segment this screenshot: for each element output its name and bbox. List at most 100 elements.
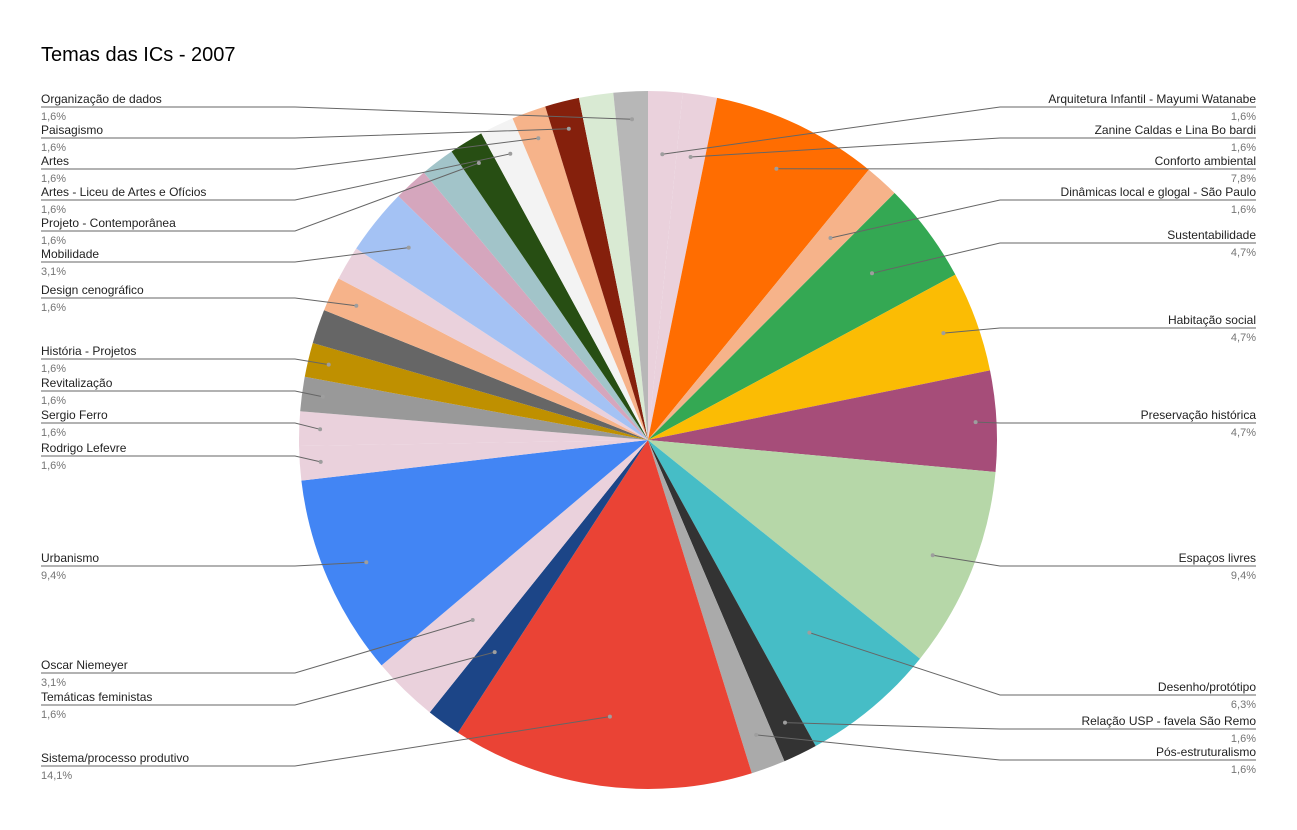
pie-slice-pos-estruturalismo xyxy=(648,440,785,774)
leader-dot-projeto-contemporanea xyxy=(476,161,481,165)
pie-slice-relacao-usp-favela-sao-remo xyxy=(648,440,816,762)
leader-dot-mobilidade xyxy=(406,245,411,250)
slice-percent-revitalizacao: 1,6% xyxy=(41,395,66,407)
pie-slice-organizacao-de-dados xyxy=(613,91,648,440)
pie-slice-historia-projetos xyxy=(304,342,648,440)
leader-dot-urbanismo xyxy=(364,560,369,565)
pie-slice-artes xyxy=(512,106,648,440)
slice-label-desenho-prototipo: Desenho/protótipo xyxy=(1158,680,1256,694)
leader-line-rodrigo-lefevre xyxy=(41,455,321,463)
slice-percent-zanine-caldas-e-lina-bo-bardi: 1,6% xyxy=(1231,142,1256,154)
leader-dot-conforto-ambiental xyxy=(774,166,779,171)
slice-percent-sistema-processo-produtivo: 14,1% xyxy=(41,770,72,782)
leader-dot-sustentabilidade xyxy=(870,271,874,276)
leader-line-desenho-prototipo xyxy=(809,632,1256,696)
slice-percent-arquitetura-infantil-mayumi-watanabe: 1,6% xyxy=(1231,111,1256,123)
slice-percent-conforto-ambiental: 7,8% xyxy=(1231,173,1256,185)
leader-dot-oscar-niemeyer xyxy=(470,618,475,622)
pie-slice-unlabeled-29 xyxy=(578,92,648,440)
slice-percent-historia-projetos: 1,6% xyxy=(41,363,66,375)
slice-label-relacao-usp-favela-sao-remo: Relação USP - favela São Remo xyxy=(1081,714,1256,728)
leader-line-relacao-usp-favela-sao-remo xyxy=(784,722,1256,730)
slice-label-sergio-ferro: Sergio Ferro xyxy=(41,408,108,422)
pie-slice-projeto-contemporanea xyxy=(451,133,648,441)
slice-percent-desenho-prototipo: 6,3% xyxy=(1231,699,1256,711)
slice-label-zanine-caldas-e-lina-bo-bardi: Zanine Caldas e Lina Bo bardi xyxy=(1095,123,1256,137)
slice-percent-preservacao-historica: 4,7% xyxy=(1231,427,1256,439)
leader-dot-tematicas-feministas xyxy=(492,650,497,655)
leader-dot-design-cenografico xyxy=(354,303,359,308)
leader-line-preservacao-historica xyxy=(975,421,1256,424)
leader-line-projeto-contemporanea xyxy=(41,162,480,232)
pie-slice-unlabeled-23 xyxy=(398,172,648,440)
slice-percent-artes-liceu-de-artes-e-oficios: 1,6% xyxy=(41,204,66,216)
pie-slice-oscar-niemeyer xyxy=(381,440,648,713)
leader-dot-paisagismo xyxy=(566,126,571,131)
leader-line-urbanismo xyxy=(41,561,367,567)
pie-slice-revitalizacao xyxy=(300,376,648,440)
leader-line-historia-projetos xyxy=(41,358,329,366)
slice-label-habitacao-social: Habitação social xyxy=(1168,313,1256,327)
leader-line-dinamicas-local-e-glogal-sao-paulo xyxy=(830,199,1256,239)
pie-slice-artes-liceu-de-artes-e-oficios xyxy=(481,118,648,440)
leader-dot-desenho-prototipo xyxy=(807,630,812,635)
chart-title: Temas das ICs - 2007 xyxy=(41,44,236,66)
slice-label-pos-estruturalismo: Pós-estruturalismo xyxy=(1156,745,1256,759)
slice-percent-projeto-contemporanea: 1,6% xyxy=(41,235,66,247)
leader-line-artes xyxy=(41,137,539,170)
slice-label-rodrigo-lefevre: Rodrigo Lefevre xyxy=(41,441,127,455)
leader-dot-arquitetura-infantil-mayumi-watanabe xyxy=(660,152,665,157)
leader-dot-sergio-ferro xyxy=(318,427,323,432)
leader-dot-sistema-processo-produtivo xyxy=(607,714,612,719)
pie-slice-habitacao-social xyxy=(648,274,990,440)
slice-percent-urbanismo: 9,4% xyxy=(41,570,66,582)
leader-dot-artes-liceu-de-artes-e-oficios xyxy=(508,151,513,156)
leader-dot-artes xyxy=(536,136,541,141)
slice-percent-relacao-usp-favela-sao-remo: 1,6% xyxy=(1231,733,1256,745)
leader-dot-pos-estruturalismo xyxy=(754,732,759,737)
slice-label-dinamicas-local-e-glogal-sao-paulo: Dinâmicas local e glogal - São Paulo xyxy=(1061,185,1257,199)
slice-label-historia-projetos: História - Projetos xyxy=(41,344,136,358)
leader-dot-preservacao-historica xyxy=(973,420,978,425)
leader-line-sustentabilidade xyxy=(871,242,1256,274)
leader-line-habitacao-social xyxy=(943,327,1256,334)
pie-slice-mobilidade xyxy=(356,196,648,440)
pie-slice-tematicas-feministas xyxy=(429,440,648,733)
slice-label-revitalizacao: Revitalização xyxy=(41,376,113,390)
pie-slice-conforto-ambiental xyxy=(648,97,869,440)
slice-label-urbanismo: Urbanismo xyxy=(41,551,99,565)
leader-line-oscar-niemeyer xyxy=(41,619,473,674)
slice-label-tematicas-feministas: Temáticas feministas xyxy=(41,690,152,704)
leader-line-zanine-caldas-e-lina-bo-bardi xyxy=(690,137,1256,158)
slice-percent-artes: 1,6% xyxy=(41,173,66,185)
pie-slice-urbanismo xyxy=(301,440,648,666)
slice-percent-espacos-livres: 9,4% xyxy=(1231,570,1256,582)
leader-dot-organizacao-de-dados xyxy=(630,117,634,122)
leader-dot-revitalizacao xyxy=(320,394,325,399)
leader-line-paisagismo xyxy=(41,128,569,139)
leader-dot-zanine-caldas-e-lina-bo-bardi xyxy=(688,155,693,159)
pie-slice-design-cenografico xyxy=(324,278,648,440)
pie-slice-unlabeled-21 xyxy=(338,248,648,440)
slice-label-artes: Artes xyxy=(41,154,69,168)
leader-line-tematicas-feministas xyxy=(41,651,495,706)
slice-percent-pos-estruturalismo: 1,6% xyxy=(1231,764,1256,776)
slice-label-preservacao-historica: Preservação histórica xyxy=(1141,408,1257,422)
pie-slice-unlabeled-19 xyxy=(312,310,648,440)
pie-slice-zanine-caldas-e-lina-bo-bardi xyxy=(648,92,718,440)
slice-label-oscar-niemeyer: Oscar Niemeyer xyxy=(41,658,128,672)
leader-dot-historia-projetos xyxy=(326,362,331,367)
leader-line-espacos-livres xyxy=(932,554,1256,567)
leader-dot-rodrigo-lefevre xyxy=(318,459,323,464)
slice-label-sistema-processo-produtivo: Sistema/processo produtivo xyxy=(41,751,189,765)
slice-label-design-cenografico: Design cenográfico xyxy=(41,283,144,297)
leader-line-revitalizacao xyxy=(41,390,323,398)
slice-percent-sergio-ferro: 1,6% xyxy=(41,427,66,439)
slice-label-sustentabilidade: Sustentabilidade xyxy=(1167,228,1256,242)
slice-label-organizacao-de-dados: Organização de dados xyxy=(41,92,162,106)
slice-label-mobilidade: Mobilidade xyxy=(41,247,99,261)
pie-slice-preservacao-historica xyxy=(648,370,998,473)
leader-line-organizacao-de-dados xyxy=(41,106,633,120)
slice-label-espacos-livres: Espaços livres xyxy=(1179,551,1256,565)
